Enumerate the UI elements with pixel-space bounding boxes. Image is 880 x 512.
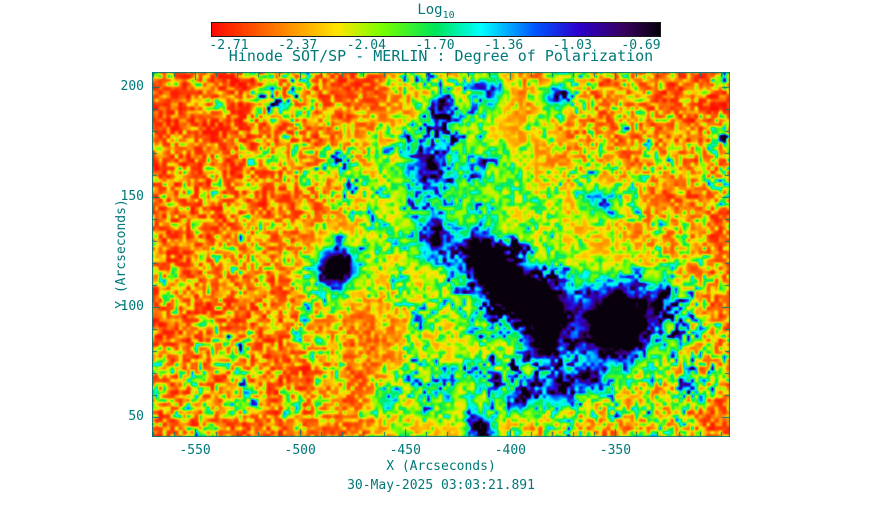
x-tick-label: -350 [599, 443, 632, 458]
colorbar-gradient [211, 22, 661, 37]
colorbar-tick-label: -0.69 [621, 38, 661, 53]
observation-timestamp: 30-May-2025 03:03:21.891 [347, 478, 535, 493]
colorbar-tick-label: -1.03 [552, 38, 592, 53]
colorbar-title: Log10 [211, 2, 661, 21]
colorbar-tick-label: -2.71 [209, 38, 249, 53]
y-axis-label: Y (Arcseconds) [114, 199, 129, 309]
y-tick-label: 50 [128, 408, 144, 424]
y-tick-label: 100 [120, 299, 144, 315]
heatmap-image [152, 72, 730, 437]
colorbar-tick-label: -1.36 [484, 38, 524, 53]
x-tick-label: -450 [389, 443, 421, 458]
colorbar-tick-label: -2.04 [346, 38, 386, 53]
y-tick-label: 200 [120, 79, 144, 95]
x-tick-label: -400 [494, 443, 527, 458]
y-tick-label: 150 [120, 189, 144, 205]
x-tick-label: -500 [284, 443, 316, 458]
colorbar-tick-label: -1.70 [415, 38, 455, 53]
plot-title: Hinode SOT/SP - MERLIN : Degree of Polar… [228, 47, 654, 65]
x-axis-label: X (Arcseconds) [386, 459, 496, 474]
colorbar-tick-label: -2.37 [278, 38, 318, 53]
colorbar-title-sub: 10 [442, 9, 455, 21]
colorbar-title-main: Log [417, 2, 443, 18]
x-tick-label: -550 [179, 443, 211, 458]
